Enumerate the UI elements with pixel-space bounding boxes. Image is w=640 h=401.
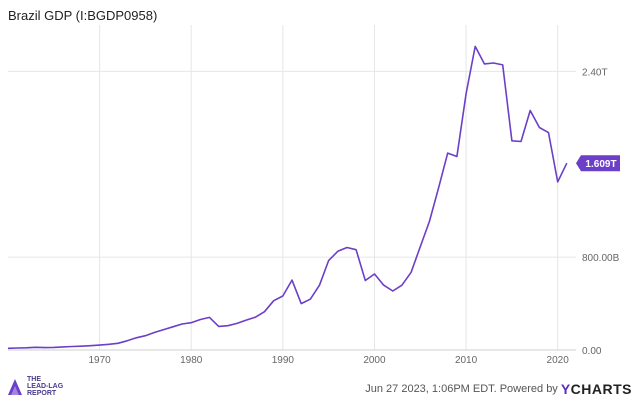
chart-title: Brazil GDP (I:BGDP0958): [8, 8, 158, 23]
lead-lag-logo: THE LEAD-LAG REPORT: [6, 376, 63, 397]
x-tick-label: 2010: [455, 355, 478, 366]
ycharts-logo[interactable]: YCHARTS: [560, 381, 632, 397]
logo-icon: [8, 378, 22, 395]
last-value-badge: [576, 155, 620, 172]
x-tick-label: 2020: [547, 355, 570, 366]
last-value-tag: 1.609T: [576, 155, 620, 172]
x-tick-label: 1970: [88, 355, 111, 366]
timestamp: Jun 27 2023, 1:06PM EDT.: [365, 383, 497, 395]
axis-ticks: 1970 1980 1990 2000 2010 2020 0.00 800.00B 2.40T: [88, 67, 619, 366]
grid: [8, 25, 576, 351]
x-tick-label: 1990: [272, 355, 295, 366]
last-value-label: 1.609T: [585, 159, 616, 170]
series-line: [7, 45, 568, 350]
x-tick-label: 1980: [180, 355, 203, 366]
logo-line-2: LEAD-LAG: [27, 383, 64, 390]
logo-line-1: THE: [27, 376, 41, 383]
y-tick-label: 2.40T: [582, 67, 608, 78]
footer-attribution: Jun 27 2023, 1:06PM EDT. Powered by YCHA…: [365, 381, 632, 397]
logo-text: THE LEAD-LAG REPORT: [27, 376, 63, 397]
powered-by: Powered by: [499, 383, 558, 395]
y-tick-label: 0.00: [582, 346, 602, 357]
y-tick-label: 800.00B: [582, 253, 620, 264]
x-tick-label: 2000: [363, 355, 386, 366]
logo-line-3: REPORT: [27, 390, 57, 397]
series-layer: [7, 45, 568, 350]
